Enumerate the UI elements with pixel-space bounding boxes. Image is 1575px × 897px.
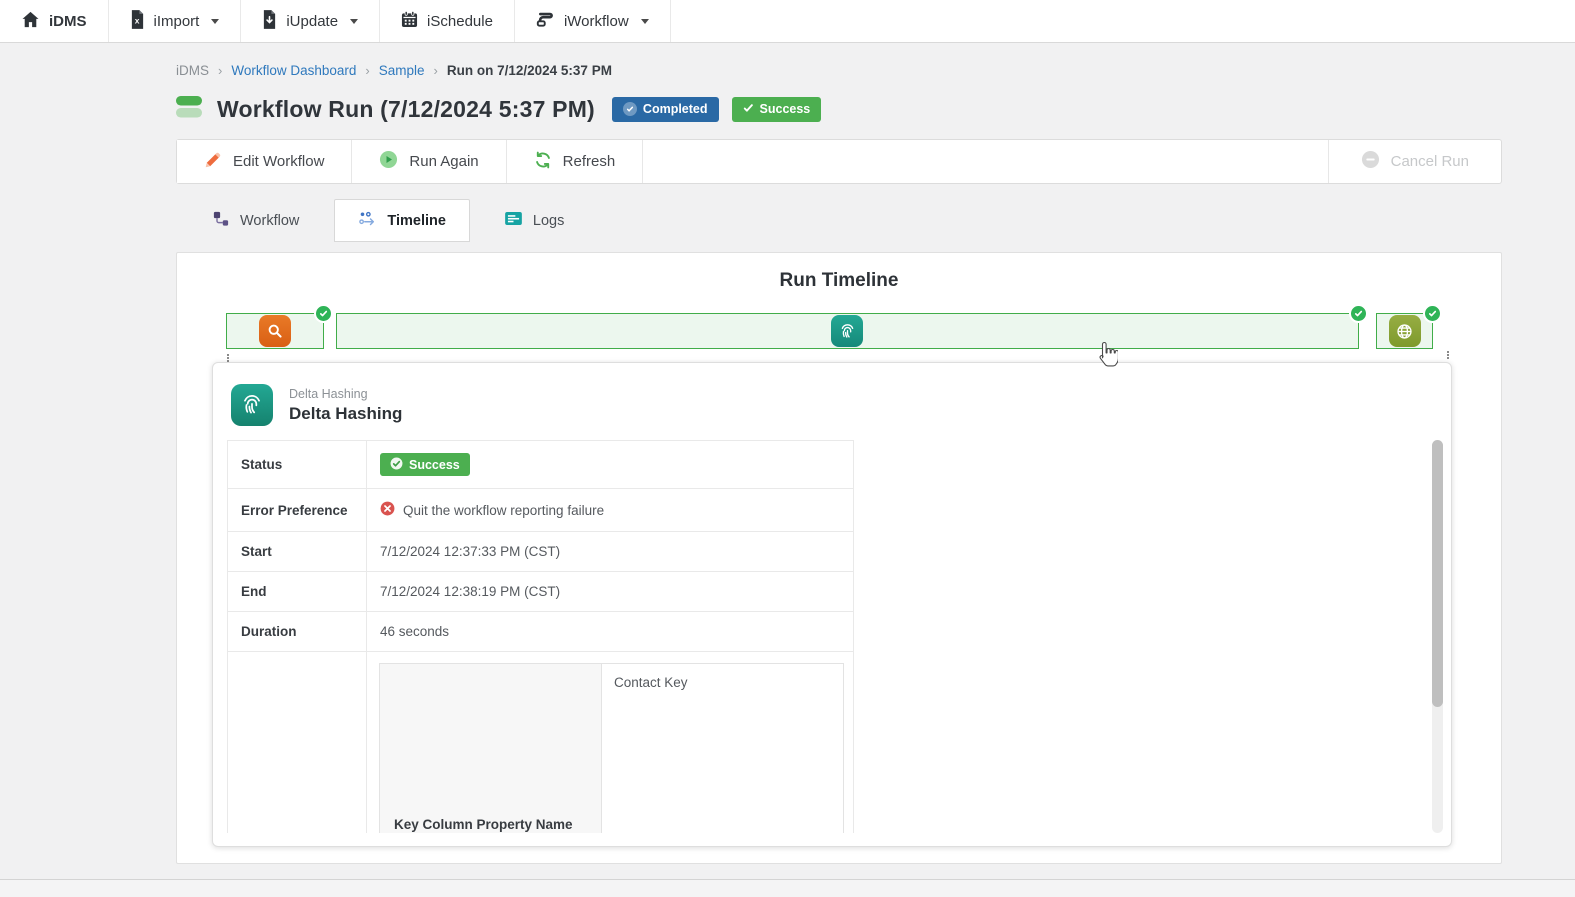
nav-item-iimport[interactable]: x iImport (109, 0, 242, 42)
check-icon (743, 102, 754, 116)
timeline-panel: Run Timeline Delta Hashing (176, 252, 1502, 864)
refresh-button[interactable]: Refresh (506, 140, 644, 183)
end-value: 7/12/2024 12:38:19 PM (CST) (366, 571, 854, 612)
page-header: Workflow Run (7/12/2024 5:37 PM) Complet… (176, 93, 1502, 125)
error-circle-icon (380, 501, 395, 519)
segment-success-check-icon (1423, 304, 1442, 323)
pencil-icon (204, 151, 222, 173)
minus-circle-icon (1361, 150, 1380, 173)
breadcrumb-link-sample[interactable]: Sample (378, 63, 425, 78)
timeline-segment-delta-hashing[interactable] (335, 304, 1369, 349)
table-row-duration: Duration 46 seconds (227, 611, 854, 652)
play-circle-icon (379, 150, 398, 173)
status-label: Status (227, 440, 367, 489)
start-label: Start (227, 531, 367, 572)
footer-strip (0, 879, 1575, 897)
nav-item-label: iSchedule (427, 12, 493, 30)
step-title: Delta Hashing (289, 403, 403, 423)
svg-text:x: x (134, 15, 139, 25)
timeline-drag-handle[interactable] (227, 353, 230, 363)
home-icon (21, 10, 40, 33)
properties-label: Properties (227, 651, 367, 833)
nav-item-label: iDMS (49, 12, 87, 30)
search-step-icon (258, 315, 291, 347)
completed-status-badge: Completed (611, 96, 719, 122)
nav-item-label: iWorkflow (563, 12, 629, 30)
table-row-start: Start 7/12/2024 12:37:33 PM (CST) (227, 531, 854, 572)
breadcrumb-root: iDMS (176, 63, 209, 78)
vertical-scrollbar-track[interactable] (1432, 440, 1443, 833)
key-column-property-name-label: Key Column Property Name (379, 663, 602, 833)
breadcrumb: iDMS › Workflow Dashboard › Sample › Run… (176, 43, 1502, 78)
success-status-badge: Success (731, 96, 822, 122)
tab-logs[interactable]: Logs (482, 199, 587, 242)
nav-item-iworkflow[interactable]: iWorkflow (515, 0, 671, 42)
nav-item-ischedule[interactable]: iSchedule (380, 0, 515, 42)
workflow-run-icon (176, 95, 204, 123)
fingerprint-icon (231, 384, 273, 426)
tab-timeline[interactable]: Timeline (334, 199, 470, 242)
tab-bar: Workflow Timeline Logs (176, 199, 1502, 242)
timeline-segment-search[interactable] (226, 304, 333, 349)
step-detail-table: Status Success Error Preference (227, 440, 854, 833)
globe-step-icon (1388, 315, 1421, 347)
table-row-properties: Properties Key Column Property Name Cont… (227, 651, 854, 833)
edit-workflow-button[interactable]: Edit Workflow (177, 140, 353, 183)
run-again-button[interactable]: Run Again (352, 140, 507, 183)
table-row-status: Status Success (227, 440, 854, 489)
nav-item-iupdate[interactable]: iUpdate (241, 0, 381, 42)
breadcrumb-separator: › (218, 63, 223, 78)
breadcrumb-separator: › (433, 63, 438, 78)
segment-success-check-icon (313, 304, 333, 323)
end-label: End (227, 571, 367, 612)
fingerprint-step-icon (831, 315, 864, 347)
page-title: Workflow Run (7/12/2024 5:37 PM) (217, 95, 595, 122)
nav-item-label: iUpdate (286, 12, 339, 30)
properties-table: Key Column Property Name Contact Key Inp… (379, 663, 844, 833)
caret-down-icon (350, 18, 359, 24)
table-row-key-column: Key Column Property Name Contact Key (379, 663, 844, 833)
timeline-segment-web[interactable] (1376, 304, 1442, 349)
breadcrumb-current: Run on 7/12/2024 5:37 PM (446, 63, 612, 78)
check-circle-icon (390, 457, 403, 473)
table-row-end: End 7/12/2024 12:38:19 PM (CST) (227, 571, 854, 612)
start-value: 7/12/2024 12:37:33 PM (CST) (366, 531, 854, 572)
run-timeline-title: Run Timeline (779, 270, 899, 291)
duration-value: 46 seconds (366, 611, 854, 652)
calendar-icon (401, 10, 418, 32)
file-download-icon (262, 9, 277, 33)
duration-label: Duration (227, 611, 367, 652)
nav-item-idms[interactable]: iDMS (0, 0, 109, 42)
status-success-badge: Success (380, 453, 470, 476)
step-detail-scroll-area: Status Success Error Preference (227, 440, 1451, 833)
table-row-error-preference: Error Preference Quit the workflow repor… (227, 488, 854, 532)
logs-tab-icon (505, 212, 522, 229)
key-column-property-name-value: Contact Key (601, 663, 844, 833)
error-preference-value: Quit the workflow reporting failure (403, 502, 605, 518)
caret-down-icon (640, 18, 649, 24)
workflow-tab-icon (213, 211, 229, 231)
toolbar: Edit Workflow Run Again Refresh Cancel R… (176, 139, 1502, 184)
step-detail-header: Delta Hashing Delta Hashing (227, 379, 1451, 431)
nav-item-label: iImport (153, 12, 200, 30)
step-subtitle: Delta Hashing (289, 386, 368, 401)
tab-workflow[interactable]: Workflow (190, 199, 322, 242)
timeline-drag-handle[interactable] (1447, 350, 1450, 360)
run-timeline-track (226, 304, 1449, 362)
refresh-icon (534, 151, 552, 173)
segment-success-check-icon (1349, 304, 1369, 323)
timeline-tab-icon (358, 211, 376, 230)
caret-down-icon (211, 18, 220, 24)
vertical-scrollbar-thumb[interactable] (1432, 440, 1443, 707)
breadcrumb-link-workflow-dashboard[interactable]: Workflow Dashboard (231, 63, 357, 78)
workflow-nav-icon (536, 11, 555, 31)
file-excel-icon: x (130, 9, 145, 33)
step-detail-card: Delta Hashing Delta Hashing Status Succe… (212, 362, 1452, 847)
top-nav: iDMS x iImport iUpdate iSchedule iWorkfl… (0, 0, 1575, 43)
breadcrumb-separator: › (365, 63, 370, 78)
cancel-run-button: Cancel Run (1327, 140, 1501, 183)
check-circle-icon (622, 102, 637, 116)
error-preference-label: Error Preference (227, 488, 367, 532)
